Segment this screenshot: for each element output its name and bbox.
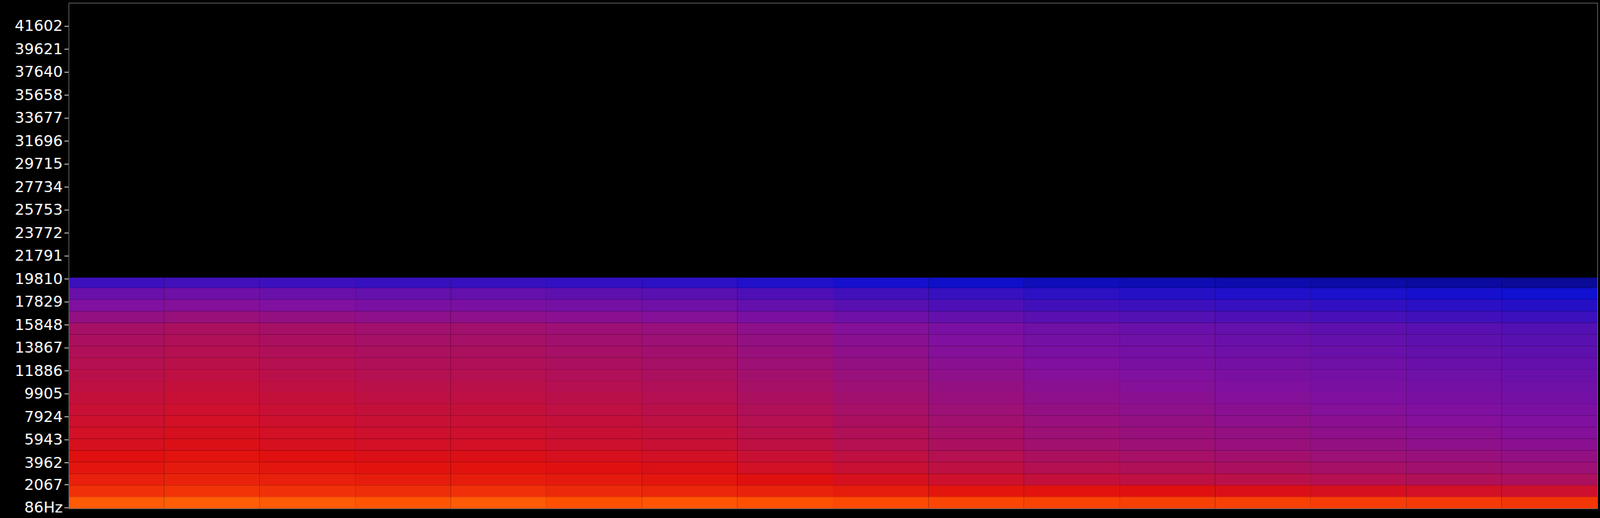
svg-text:15848: 15848 <box>15 316 64 334</box>
svg-text:21791: 21791 <box>15 246 64 264</box>
svg-text:35658: 35658 <box>15 86 64 104</box>
svg-text:3962: 3962 <box>24 453 64 471</box>
svg-text:9905: 9905 <box>24 384 64 402</box>
svg-text:33677: 33677 <box>15 108 64 127</box>
svg-text:17829: 17829 <box>15 292 64 310</box>
svg-text:13867: 13867 <box>15 338 64 356</box>
svg-text:2067: 2067 <box>24 475 64 493</box>
svg-text:86Hz: 86Hz <box>23 498 63 516</box>
svg-text:27734: 27734 <box>15 178 64 196</box>
svg-text:41602: 41602 <box>15 17 64 35</box>
svg-text:31696: 31696 <box>15 132 64 150</box>
svg-text:7924: 7924 <box>24 407 64 426</box>
svg-text:37640: 37640 <box>15 63 64 81</box>
svg-text:23772: 23772 <box>15 224 64 242</box>
svg-text:39621: 39621 <box>15 40 64 58</box>
svg-text:29715: 29715 <box>15 154 64 173</box>
svg-text:25753: 25753 <box>15 200 64 218</box>
svg-text:11886: 11886 <box>15 361 64 380</box>
svg-text:19810: 19810 <box>15 270 64 288</box>
svg-text:5943: 5943 <box>24 430 64 448</box>
